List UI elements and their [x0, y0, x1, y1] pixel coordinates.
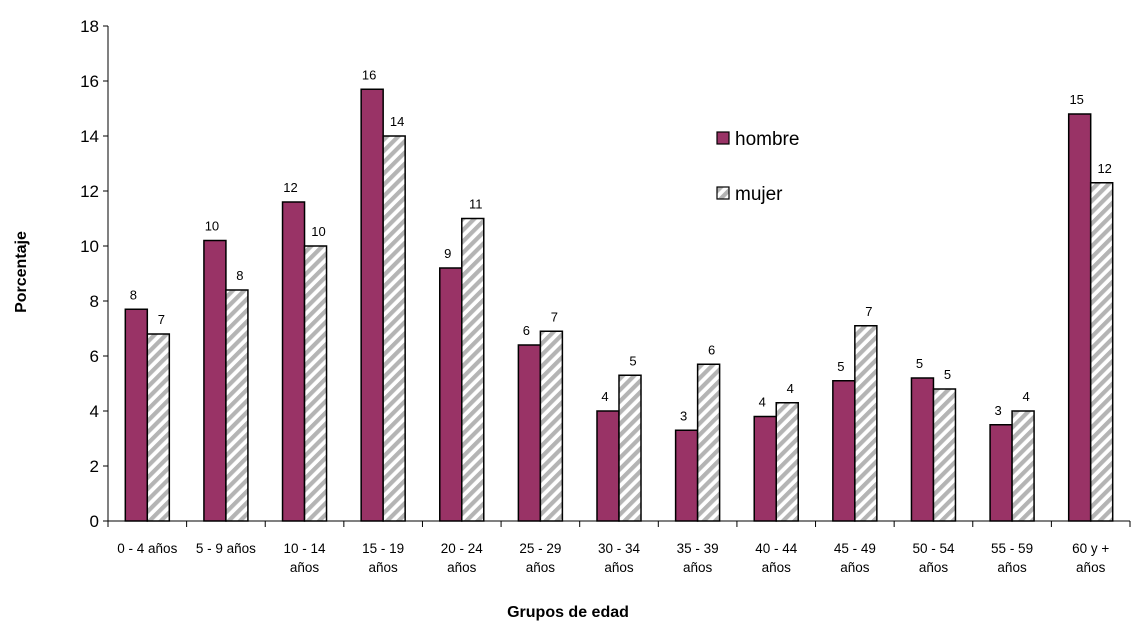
data-label-hombre: 4 [759, 395, 766, 410]
bar-hombre [832, 380, 856, 522]
x-tick-label: años [683, 560, 713, 575]
x-tick-label: 5 - 9 años [196, 541, 256, 556]
data-label-mujer: 7 [158, 312, 165, 327]
x-tick-label: años [604, 560, 634, 575]
data-label-hombre: 3 [994, 403, 1001, 418]
x-tick-label: años [919, 560, 949, 575]
bar-mujer [382, 135, 406, 522]
bar-mujer [225, 289, 249, 522]
bar-mujer [696, 363, 721, 522]
data-label-mujer: 6 [708, 342, 715, 357]
bar-mujer [539, 330, 564, 522]
bar-hombre [674, 429, 699, 522]
data-label-mujer: 4 [787, 381, 794, 396]
y-tick-label: 6 [90, 347, 99, 366]
data-label-hombre: 10 [205, 219, 219, 234]
bar-mujer [775, 402, 799, 522]
bar-mujer [854, 325, 878, 522]
y-tick-label: 8 [90, 292, 99, 311]
x-tick-label: años [840, 560, 870, 575]
data-label-mujer: 11 [469, 197, 483, 212]
x-tick-label: 25 - 29 [519, 541, 561, 556]
y-tick-labels: 0 2 4 6 8 10 12 14 16 18 [80, 17, 99, 531]
legend-swatch-hombre [716, 131, 730, 145]
x-tick-label: 20 - 24 [441, 541, 484, 556]
x-tick-label: 45 - 49 [834, 541, 876, 556]
bar-mujer [1011, 410, 1035, 522]
bar-mujer [932, 388, 957, 522]
data-label-hombre: 15 [1069, 92, 1083, 107]
x-tick-label: 0 - 4 años [117, 541, 177, 556]
data-label-hombre: 6 [523, 323, 530, 338]
bar-mujer [1089, 182, 1114, 522]
bar-hombre [281, 201, 306, 522]
y-tick-label: 18 [80, 17, 99, 36]
data-label-mujer: 7 [865, 304, 872, 319]
x-tick-label: 55 - 59 [991, 541, 1033, 556]
bar-hombre [596, 410, 620, 522]
x-tick-label: 10 - 14 [284, 541, 327, 556]
bar-mujer [618, 374, 642, 522]
legend: hombre mujer [716, 129, 799, 205]
y-axis-title: Porcentaje [13, 231, 30, 313]
x-axis-title: Grupos de edad [507, 604, 629, 621]
data-label-mujer: 8 [236, 268, 243, 283]
bar-hombre [989, 424, 1013, 522]
bar-hombre [124, 308, 149, 522]
bars [124, 88, 1114, 522]
x-tick-label: años [369, 560, 399, 575]
bar-hombre [1067, 113, 1092, 522]
data-label-hombre: 4 [601, 389, 608, 404]
bar-mujer [303, 245, 328, 522]
data-label-mujer: 5 [944, 367, 951, 382]
legend-label-mujer: mujer [735, 184, 783, 205]
data-label-hombre: 8 [130, 287, 137, 302]
data-label-mujer: 5 [629, 353, 636, 368]
y-tick-label: 10 [80, 237, 99, 256]
data-labels: 8 7 10 8 12 10 16 14 9 11 6 7 4 5 3 6 4 4 5 7 5 5 3 4 15 12 [130, 67, 1112, 423]
x-tick-label: 15 - 19 [362, 541, 404, 556]
bar-hombre [360, 88, 384, 522]
y-tick-label: 16 [80, 72, 99, 91]
bar-hombre [910, 377, 935, 522]
x-tick-label: años [997, 560, 1027, 575]
y-tick-label: 12 [80, 182, 99, 201]
bar-mujer [146, 333, 171, 522]
x-tick-label: años [762, 560, 792, 575]
x-tick-label: años [290, 560, 320, 575]
data-label-mujer: 7 [551, 309, 558, 324]
data-label-hombre: 5 [916, 356, 923, 371]
data-label-mujer: 14 [390, 114, 404, 129]
legend-swatch-mujer [716, 186, 730, 200]
data-label-mujer: 10 [311, 224, 325, 239]
x-tick-labels: 0 - 4 años 5 - 9 años 10 - 14 años 15 - 19 añ… [117, 541, 1109, 575]
y-tick-label: 14 [80, 127, 99, 146]
y-tick-label: 2 [90, 457, 99, 476]
x-tick-label: años [447, 560, 477, 575]
x-tick-label: 60 y + [1072, 541, 1109, 556]
bar-hombre [439, 267, 463, 522]
y-tick-label: 4 [90, 402, 99, 421]
data-label-hombre: 5 [837, 359, 844, 374]
bar-hombre [517, 344, 542, 522]
bar-mujer [461, 217, 485, 522]
data-label-mujer: 12 [1097, 161, 1111, 176]
data-label-hombre: 12 [283, 180, 297, 195]
bar-hombre [753, 415, 777, 522]
data-label-hombre: 16 [362, 67, 376, 82]
x-tick-label: 40 - 44 [755, 541, 798, 556]
data-label-mujer: 4 [1022, 389, 1029, 404]
bar-hombre [203, 239, 227, 522]
x-tick-label: años [526, 560, 556, 575]
x-tick-label: 50 - 54 [912, 541, 955, 556]
x-tick-label: 30 - 34 [598, 541, 641, 556]
data-label-hombre: 9 [444, 246, 451, 261]
legend-label-hombre: hombre [735, 129, 799, 150]
data-label-hombre: 3 [680, 408, 687, 423]
y-tick-label: 0 [90, 512, 99, 531]
x-tick-label: 35 - 39 [677, 541, 719, 556]
x-tick-label: años [1076, 560, 1106, 575]
